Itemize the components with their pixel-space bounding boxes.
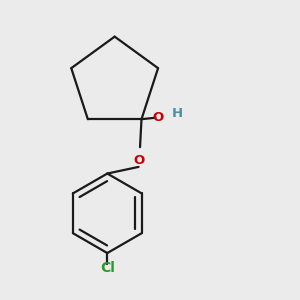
Text: O: O	[152, 111, 163, 124]
Text: O: O	[133, 154, 144, 167]
Text: H: H	[171, 107, 182, 120]
Text: Cl: Cl	[100, 261, 115, 275]
